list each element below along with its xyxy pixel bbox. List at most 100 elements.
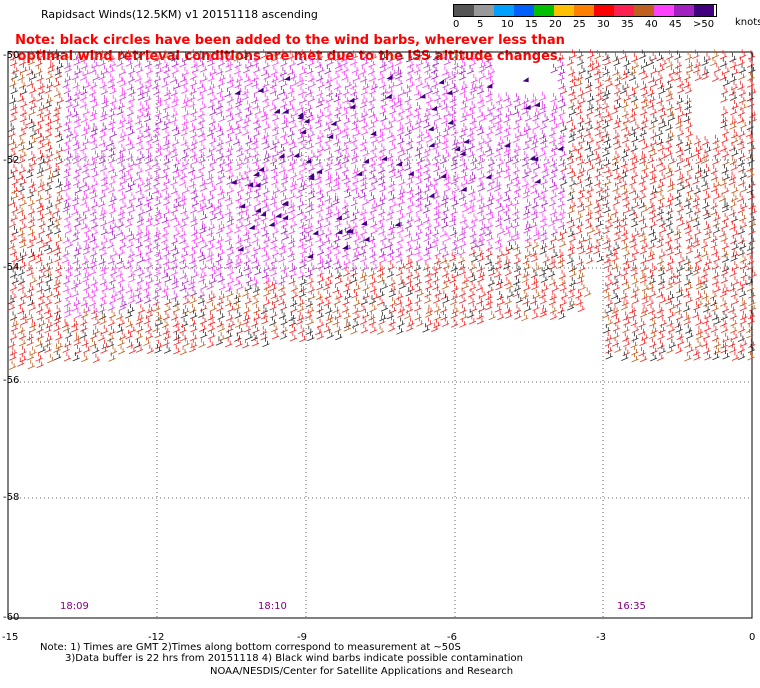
wind-barb [307, 331, 315, 342]
wind-barb [190, 49, 198, 59]
wind-barb [36, 283, 44, 293]
wind-barb [395, 169, 403, 179]
wind-flag-barb [557, 145, 564, 151]
wind-speed-colorbar: 0 5 10 15 20 25 30 35 40 45 >50 knots [453, 4, 760, 30]
wind-barb [720, 287, 728, 298]
wind-barb [701, 56, 709, 66]
colorbar-units: knots [735, 17, 760, 28]
wind-barb [107, 52, 116, 62]
wind-barb [79, 150, 88, 160]
wind-barb [143, 227, 151, 237]
wind-barb [10, 164, 19, 174]
wind-barb [80, 196, 88, 206]
wind-barb [26, 288, 34, 298]
wind-barb [171, 234, 179, 245]
wind-barb [74, 261, 82, 271]
wind-barb [485, 241, 494, 251]
wind-barb [559, 296, 567, 306]
wind-barb [81, 191, 89, 201]
wind-barb [209, 211, 218, 221]
wind-barb [461, 274, 470, 284]
wind-barb [674, 304, 682, 314]
wind-barb [99, 189, 107, 199]
wind-barb [713, 178, 721, 188]
wind-barb [155, 211, 163, 221]
wind-barb [43, 304, 52, 315]
wind-barb [163, 147, 172, 157]
wind-barb [296, 73, 305, 84]
wind-barb [152, 289, 160, 299]
wind-flag-barb [342, 244, 349, 250]
wind-barb [209, 203, 217, 213]
wind-barb [413, 86, 422, 96]
wind-barb [29, 318, 37, 329]
wind-barb [218, 170, 226, 180]
wind-barb [389, 105, 397, 115]
wind-barb [181, 149, 189, 159]
wind-barb [63, 121, 71, 132]
wind-barb [225, 282, 233, 292]
wind-barb [703, 52, 712, 63]
wind-barb [387, 52, 395, 63]
wind-barb [73, 141, 81, 151]
wind-barb [450, 161, 459, 171]
wind-barb [485, 205, 494, 216]
wind-barb [693, 262, 701, 273]
wind-barb [287, 148, 295, 158]
wind-barb [187, 280, 196, 290]
wind-barb [29, 184, 37, 194]
wind-barb [307, 162, 316, 172]
wind-barb [467, 175, 475, 185]
wind-barb [466, 64, 475, 75]
wind-barb [639, 308, 648, 318]
wind-barb [586, 106, 594, 116]
wind-barb [521, 150, 530, 161]
wind-barb [44, 99, 52, 109]
wind-barb [180, 259, 188, 270]
wind-barb [701, 177, 709, 187]
wind-barb [577, 190, 585, 200]
wind-barb [296, 56, 305, 66]
wind-barb [557, 259, 565, 269]
wind-barb [144, 112, 152, 123]
wind-barb [108, 197, 116, 207]
wind-barb [314, 148, 323, 159]
wind-barb [677, 217, 685, 227]
wind-barb [53, 49, 61, 59]
wind-barb [243, 311, 251, 322]
wind-barb [197, 248, 205, 259]
wind-barb [675, 323, 683, 333]
wind-barb [460, 143, 468, 153]
wind-barb [747, 241, 755, 251]
wind-barb [44, 84, 52, 94]
wind-barb [153, 85, 161, 96]
wind-barb [99, 206, 107, 217]
wind-barb [145, 65, 153, 75]
wind-barb [254, 105, 262, 115]
wind-barb [207, 72, 215, 82]
wind-barb [397, 308, 405, 318]
wind-barb [83, 182, 91, 193]
wind-barb [748, 63, 756, 74]
wind-barb [35, 121, 43, 131]
wind-barb [234, 318, 243, 328]
wind-barb [658, 85, 666, 95]
wind-barb [227, 112, 235, 123]
wind-barb [179, 323, 187, 334]
wind-barb [512, 120, 521, 130]
wind-barb [163, 205, 171, 216]
wind-barb [568, 177, 577, 187]
wind-barb [315, 290, 323, 301]
wind-barb [452, 268, 460, 279]
wind-barb [731, 147, 739, 157]
wind-barb [217, 57, 226, 67]
wind-barb [173, 227, 181, 237]
wind-barb [135, 238, 143, 249]
wind-barb [729, 198, 737, 208]
wind-barb [325, 276, 333, 287]
wind-barb [245, 135, 253, 145]
wind-barb [360, 108, 369, 118]
wind-barb [170, 260, 179, 270]
wind-barb [621, 133, 630, 144]
wind-barb [270, 52, 279, 62]
